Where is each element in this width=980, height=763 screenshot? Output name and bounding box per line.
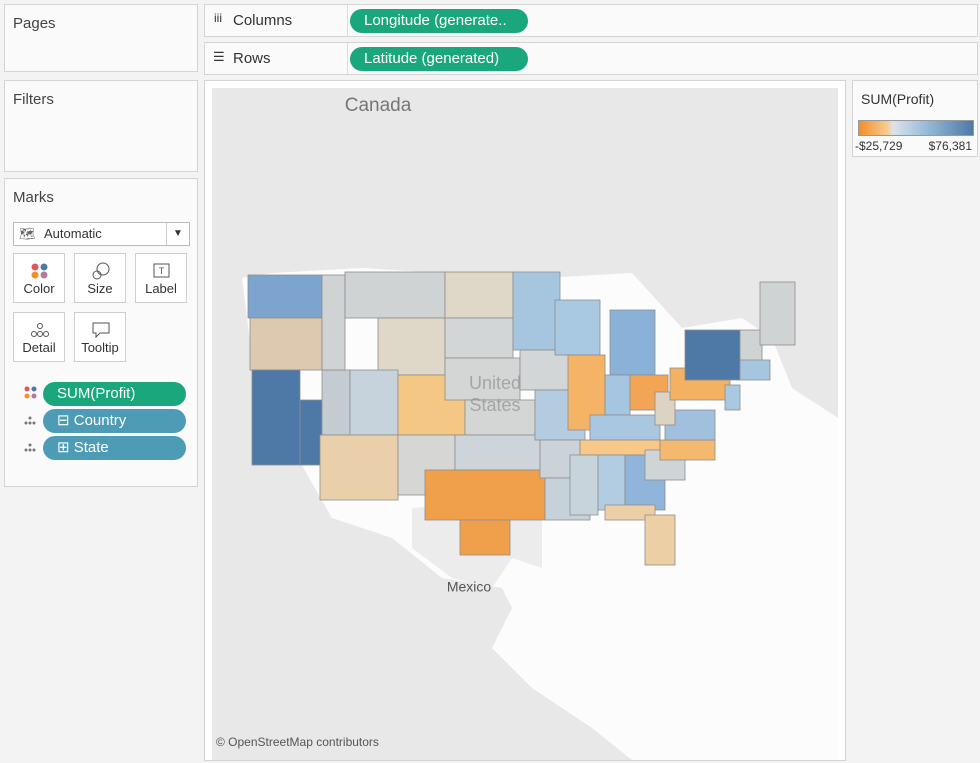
state-shape[interactable]: [251, 369, 301, 466]
field-name: State: [73, 439, 109, 456]
field-pill[interactable]: SUM(Profit): [43, 382, 186, 406]
marks-card: Marks 🗺 Automatic ▼ Color Size T Label D…: [4, 178, 198, 487]
state-shape[interactable]: [597, 454, 626, 511]
state-shape[interactable]: [659, 439, 716, 461]
field-name: Country: [73, 412, 127, 429]
pages-card: Pages: [4, 4, 198, 72]
state-shape[interactable]: [519, 349, 571, 391]
button-label: Color: [23, 281, 55, 296]
size-button[interactable]: Size: [74, 253, 126, 303]
canada-land: [212, 88, 838, 418]
row-pill[interactable]: Latitude (generated): [350, 47, 528, 71]
state-shape[interactable]: [512, 271, 561, 351]
column-pill[interactable]: Longitude (generate..: [350, 9, 528, 33]
filters-card[interactable]: Filters: [4, 80, 198, 172]
west-land: [212, 278, 632, 760]
button-label: Size: [87, 281, 113, 296]
state-shape[interactable]: [444, 317, 514, 359]
state-shape[interactable]: [444, 357, 521, 401]
field-pill[interactable]: ⊟ Country: [43, 409, 186, 433]
attribution: © OpenStreetMap contributors: [216, 735, 379, 749]
state-shape[interactable]: [724, 384, 741, 411]
legend-title: SUM(Profit): [861, 91, 935, 107]
state-shape[interactable]: [344, 271, 446, 319]
shelf-icon: ☰: [213, 49, 225, 64]
legend-min: -$25,729: [855, 139, 903, 153]
map: Canada United States Mexico © OpenStreet…: [212, 88, 838, 760]
state-shape[interactable]: [759, 281, 796, 346]
marks-title: Marks: [13, 189, 54, 206]
state-shape[interactable]: [321, 369, 351, 436]
state-shape[interactable]: [644, 514, 676, 566]
pages-title: Pages: [13, 15, 56, 32]
state-shape[interactable]: [604, 504, 656, 521]
shelf-icon: iii: [214, 11, 222, 25]
state-shape[interactable]: [247, 274, 323, 319]
state-shape[interactable]: [349, 369, 399, 436]
state-shape[interactable]: [377, 317, 446, 376]
button-label: Detail: [22, 340, 56, 355]
columns-shelf: iii Columns Longitude (generate..: [204, 4, 978, 37]
state-shape[interactable]: [684, 329, 741, 381]
button-label: Label: [145, 281, 177, 296]
legend-card: SUM(Profit) -$25,729 $76,381: [852, 80, 978, 157]
state-shape[interactable]: [609, 309, 656, 376]
shelf-label: Columns: [233, 12, 293, 29]
field-icons: [24, 386, 37, 452]
state-shape[interactable]: [589, 414, 661, 441]
legend-max: $76,381: [928, 139, 972, 153]
state-shape[interactable]: [319, 434, 399, 501]
mark-type-dropdown[interactable]: 🗺 Automatic ▼: [13, 222, 190, 246]
state-shape[interactable]: [604, 374, 631, 416]
state-shape[interactable]: [249, 317, 323, 371]
mark-type: Automatic: [44, 226, 102, 241]
tooltip-button[interactable]: Tooltip: [74, 312, 126, 362]
state-shape[interactable]: [739, 359, 771, 381]
state-shape[interactable]: [454, 434, 541, 471]
button-label: Tooltip: [81, 340, 119, 355]
map-label: United: [469, 373, 521, 393]
state-shape[interactable]: [554, 299, 601, 356]
state-shape[interactable]: [444, 271, 514, 319]
state-shape[interactable]: [321, 274, 346, 371]
filters-title: Filters: [13, 91, 54, 108]
state-shape[interactable]: [464, 399, 536, 436]
state-shape[interactable]: [459, 519, 511, 556]
rows-shelf: ☰ Rows Latitude (generated): [204, 42, 978, 75]
svg-text:T: T: [159, 266, 165, 276]
color-button[interactable]: Color: [13, 253, 65, 303]
state-shape[interactable]: [299, 399, 323, 466]
legend-gradient: [858, 120, 974, 136]
map-label: States: [469, 395, 520, 415]
field-pill[interactable]: ⊞ State: [43, 436, 186, 460]
map-label: Canada: [345, 95, 412, 116]
state-shape[interactable]: [569, 454, 599, 516]
map-label: Mexico: [447, 579, 492, 595]
shelf-label: Rows: [233, 50, 271, 67]
detail-button[interactable]: Detail: [13, 312, 65, 362]
state-shape[interactable]: [424, 469, 546, 521]
label-button[interactable]: T Label: [135, 253, 187, 303]
